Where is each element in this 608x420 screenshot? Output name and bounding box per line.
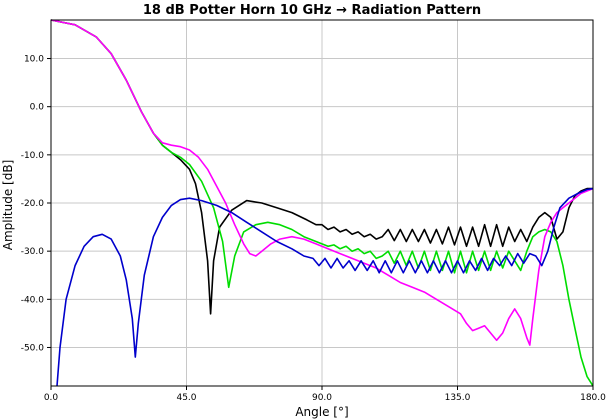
series-line-3 [50,19,594,346]
x-tick-label: 135.0 [445,393,471,403]
tick-labels: 0.0 45.0 90.0 135.0 180.0 10.0 0.0 -10.0 -20.0 -3… [21,55,606,403]
y-tick-label: -10.0 [21,151,45,161]
series-lines [50,19,594,387]
series-line-1 [50,19,593,315]
x-tick-label: 90.0 [312,393,332,403]
grid-lines [50,20,594,386]
y-tick-label: 0.0 [30,103,45,113]
x-tick-label: 45.0 [176,393,196,403]
y-tick-label: 10.0 [24,55,44,65]
x-axis-label: Angle [°] [295,405,348,419]
y-tick-label: -30.0 [21,247,45,257]
plot-frame [47,19,594,390]
series-line-4 [56,187,594,387]
y-tick-label: -40.0 [21,295,45,305]
x-tick-label: 0.0 [44,393,59,403]
x-tick-label: 180.0 [580,393,606,403]
y-tick-label: -50.0 [21,343,45,353]
y-tick-label: -20.0 [21,199,45,209]
series-line-2 [50,19,594,387]
chart-title: 18 dB Potter Horn 10 GHz → Radiation Pat… [143,3,481,18]
y-axis-label: Amplitude [dB] [1,160,15,251]
